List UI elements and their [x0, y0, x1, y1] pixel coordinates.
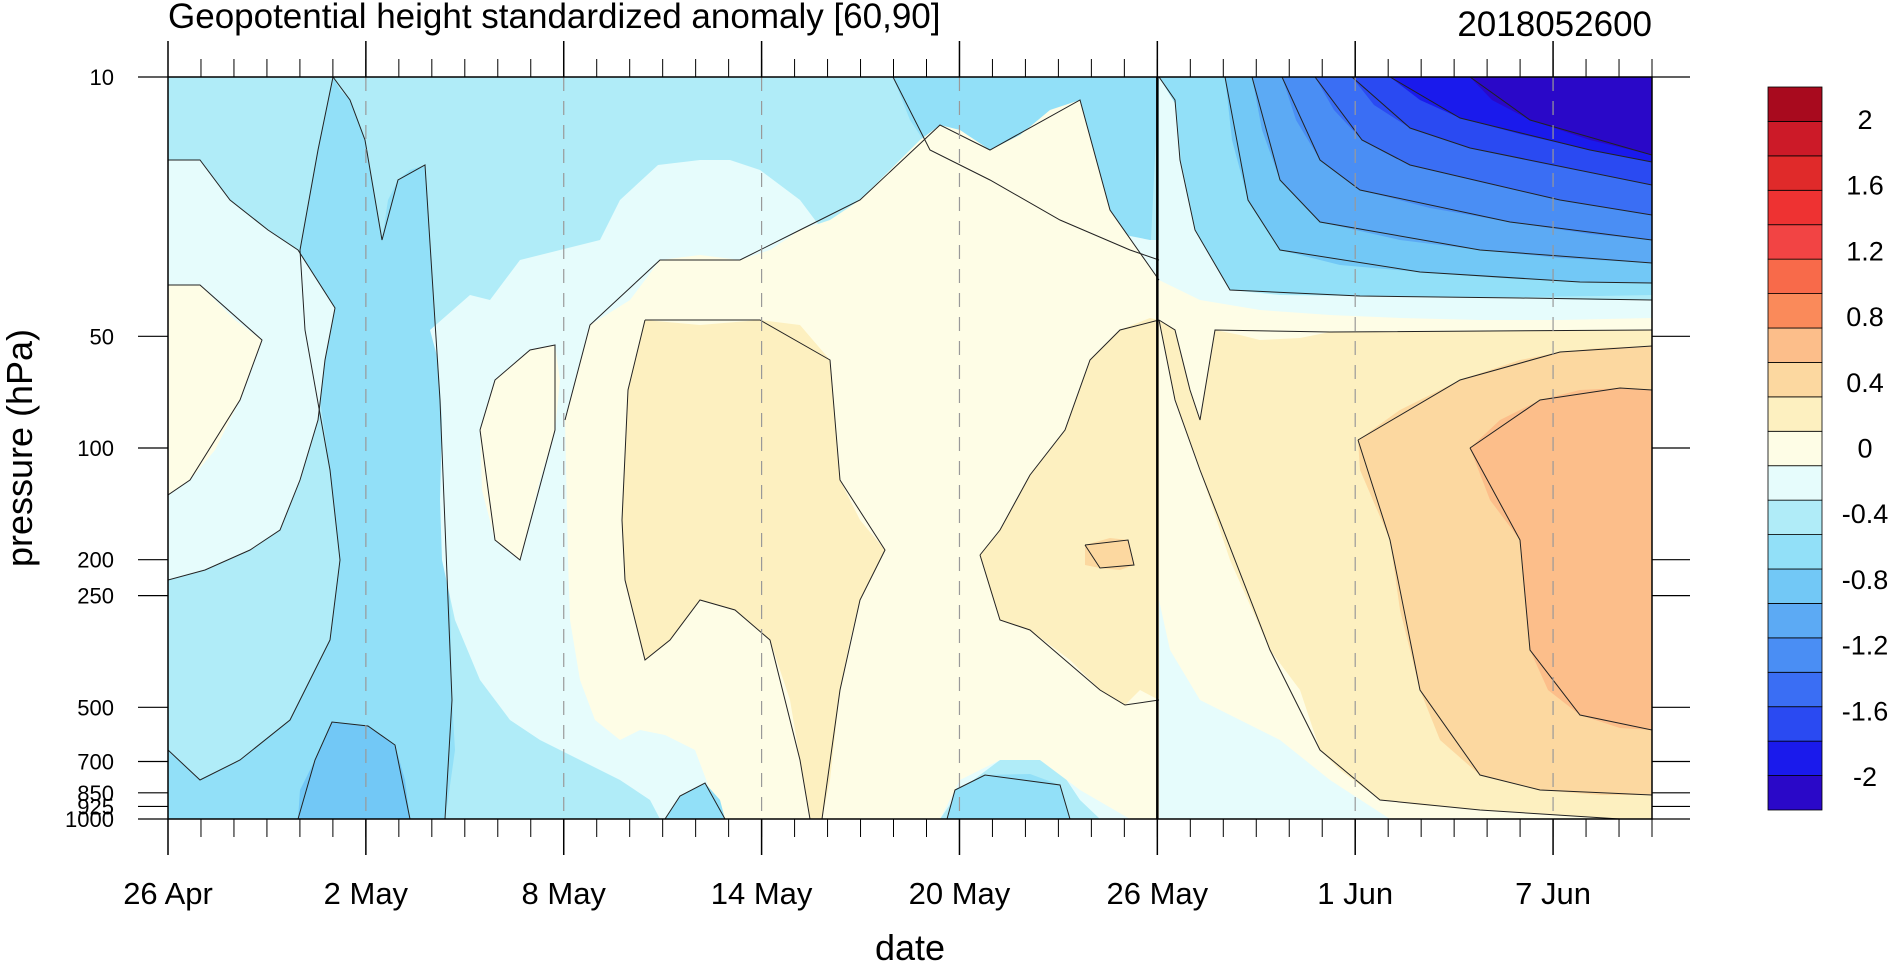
colorbar-swatch — [1767, 155, 1823, 191]
colorbar-swatch — [1767, 224, 1823, 260]
colorbar-label: 0 — [1857, 434, 1872, 464]
colorbar-label: -0.4 — [1842, 499, 1889, 529]
band-zero-main — [565, 100, 1159, 819]
band-minus-1p0-small-a — [298, 722, 410, 819]
colorbar-swatch — [1767, 430, 1823, 467]
colorbar-swatch — [1767, 775, 1823, 811]
colorbar-label: -1.6 — [1842, 696, 1889, 726]
y-tick-label: 50 — [90, 324, 114, 349]
band-minus-2p2 — [1470, 77, 1652, 155]
colorbar-label: -1.2 — [1842, 631, 1889, 661]
x-tick-label: 1 Jun — [1317, 876, 1393, 911]
band-plus-0p2-a — [622, 320, 885, 819]
colorbar-swatch — [1767, 499, 1823, 535]
x-tick-label: 7 Jun — [1515, 876, 1591, 911]
y-tick-label: 1000 — [65, 807, 114, 832]
x-axis-label: date — [875, 927, 945, 968]
y-axis-label: pressure (hPa) — [0, 329, 40, 567]
colorbar-label: 2 — [1857, 105, 1872, 135]
colorbar-swatch — [1767, 121, 1823, 157]
date-reference-lines — [365, 77, 1554, 819]
colorbar-swatch — [1767, 189, 1823, 226]
y-tick-label: 500 — [77, 695, 114, 720]
colorbar-label: 1.2 — [1846, 236, 1884, 266]
colorbar-swatch — [1767, 740, 1823, 776]
x-tick-label: 20 May — [909, 876, 1011, 911]
colorbar-swatch — [1767, 637, 1823, 673]
band-minus-0p8-left — [168, 77, 455, 819]
colorbar-swatch — [1767, 534, 1823, 570]
band-minus-0p8-small-b — [947, 774, 1070, 819]
chart-title: Geopotential height standardized anomaly… — [168, 0, 940, 36]
colorbar-label: -0.8 — [1842, 565, 1889, 595]
x-tick-label: 26 May — [1106, 876, 1208, 911]
colorbar-swatch — [1767, 362, 1823, 398]
y-tick-label: 700 — [77, 750, 114, 775]
y-tick-label: 250 — [77, 584, 114, 609]
contour-lines — [168, 77, 1652, 819]
colorbar-label: -2 — [1853, 762, 1877, 792]
colorbar-label: 1.6 — [1846, 171, 1884, 201]
colorbar-swatch — [1767, 86, 1823, 122]
y-tick-label: 925 — [77, 794, 114, 819]
x-tick-label: 26 Apr — [123, 876, 213, 911]
colorbar-swatch — [1767, 327, 1823, 363]
colorbar-swatch — [1767, 568, 1823, 604]
colorbar-label: 0.4 — [1846, 368, 1884, 398]
y-tick-label: 850 — [77, 781, 114, 806]
colorbar-swatch — [1767, 706, 1823, 742]
colorbar-swatch — [1767, 396, 1823, 432]
band-plus-0p4-small — [1085, 538, 1134, 570]
colorbar-swatch — [1767, 258, 1823, 294]
date-stamp: 2018052600 — [1457, 5, 1652, 44]
x-tick-label: 14 May — [711, 876, 813, 911]
colorbar-swatch — [1767, 603, 1823, 639]
band-plus-0p6-right — [1470, 388, 1652, 730]
contour-plot-area — [168, 77, 1652, 819]
band-zero-left — [168, 285, 262, 495]
colorbar: 2 1.6 1.2 0.8 0.4 0 -0.4 -0.8 -1.2 -1.6 -2 — [1767, 86, 1889, 811]
colorbar-swatch — [1767, 671, 1823, 708]
colorbar-swatch — [1767, 293, 1823, 329]
band-zero-center — [480, 345, 560, 560]
colorbar-swatch — [1767, 465, 1823, 501]
band-plus-0p2-b — [980, 318, 1159, 819]
y-tick-label: 200 — [77, 548, 114, 573]
x-tick-label: 2 May — [324, 876, 409, 911]
y-tick-label: 10 — [90, 65, 114, 90]
colorbar-label: 0.8 — [1846, 302, 1884, 332]
x-axis: 26 Apr 2 May 8 May 14 May 20 May 26 May 1 Jun 7… — [123, 41, 1653, 911]
y-tick-label: 100 — [77, 436, 114, 461]
x-tick-label: 8 May — [522, 876, 607, 911]
